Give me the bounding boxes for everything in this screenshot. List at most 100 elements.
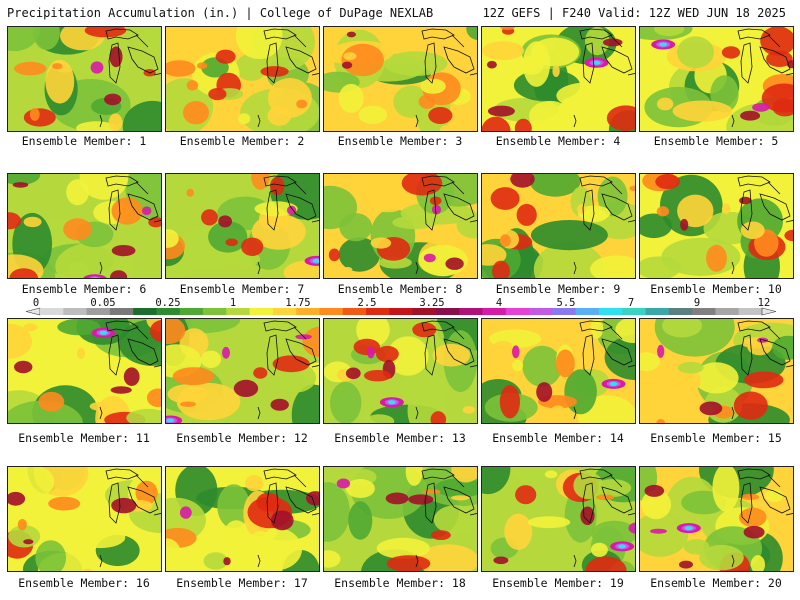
precip-field-map	[640, 174, 793, 278]
member-caption: Ensemble Member: 19	[492, 576, 624, 590]
member-caption: Ensemble Member: 14	[492, 431, 624, 445]
ensemble-map-panel	[165, 173, 320, 279]
member-caption: Ensemble Member: 7	[179, 282, 305, 296]
colorbar-swatch	[645, 308, 670, 315]
member-caption: Ensemble Member: 8	[337, 282, 463, 296]
colorbar-tick-label: 2.5	[358, 297, 377, 309]
colorbar-swatch	[296, 308, 320, 315]
member-caption: Ensemble Member: 2	[179, 134, 305, 148]
ensemble-map-panel	[165, 466, 320, 572]
colorbar-swatch	[203, 308, 227, 315]
colorbar-swatch	[156, 308, 181, 315]
ensemble-map-panel	[481, 318, 636, 424]
ensemble-map-panel	[639, 466, 794, 572]
colorbar-tick-label: 1.75	[285, 297, 310, 309]
colorbar-swatch	[389, 308, 414, 315]
member-caption: Ensemble Member: 17	[176, 576, 308, 590]
colorbar-swatch	[342, 308, 367, 315]
precip-field-map	[640, 27, 793, 131]
colorbar-tick-label: 1	[230, 297, 236, 309]
colorbar-swatch	[598, 308, 623, 315]
precip-field-map	[8, 319, 161, 423]
colorbar-swatch	[505, 308, 530, 315]
colorbar-swatch	[366, 308, 390, 315]
ensemble-map-panel	[7, 26, 162, 132]
colorbar-tick-label: 7	[628, 297, 634, 309]
precip-field-map	[324, 174, 477, 278]
ensemble-map-panel	[323, 318, 478, 424]
member-caption: Ensemble Member: 10	[650, 282, 782, 296]
precip-field-map	[8, 467, 161, 571]
colorbar-swatch	[575, 308, 600, 315]
precip-field-map	[8, 174, 161, 278]
colorbar-swatch	[109, 308, 134, 315]
precip-field-map	[324, 467, 477, 571]
ensemble-map-panel	[165, 318, 320, 424]
colorbar-tick-label: 0	[33, 297, 39, 309]
member-caption: Ensemble Member: 15	[650, 431, 782, 445]
ensemble-map-panel	[323, 26, 478, 132]
colorbar-min-arrow	[25, 307, 41, 316]
precip-field-map	[8, 27, 161, 131]
colorbar-swatch	[622, 308, 646, 315]
colorbar-tick-label: 3.25	[419, 297, 444, 309]
ensemble-map-panel	[7, 466, 162, 572]
ensemble-map-panel	[323, 466, 478, 572]
colorbar-swatch	[63, 308, 87, 315]
precip-field-map	[640, 467, 793, 571]
ensemble-map-panel	[7, 318, 162, 424]
colorbar-tick-label: 0.05	[90, 297, 115, 309]
colorbar-tick-label: 9	[694, 297, 700, 309]
colorbar-swatch	[179, 308, 204, 315]
member-caption: Ensemble Member: 11	[18, 431, 150, 445]
colorbar-swatch	[552, 308, 577, 315]
colorbar-tick-label: 12	[758, 297, 771, 309]
colorbar-swatch	[133, 308, 157, 315]
member-caption: Ensemble Member: 6	[21, 282, 147, 296]
precip-field-map	[166, 174, 319, 278]
member-caption: Ensemble Member: 20	[650, 576, 782, 590]
colorbar-max-arrow	[761, 307, 777, 316]
ensemble-map-panel	[481, 173, 636, 279]
run-valid-time: 12Z GEFS | F240 Valid: 12Z WED JUN 18 20…	[482, 6, 786, 20]
precip-field-map	[166, 27, 319, 131]
precip-field-map	[482, 467, 635, 571]
ensemble-map-panel	[165, 26, 320, 132]
colorbar-swatch	[529, 308, 553, 315]
colorbar-swatch	[459, 308, 483, 315]
member-caption: Ensemble Member: 9	[495, 282, 621, 296]
precip-field-map	[482, 27, 635, 131]
member-caption: Ensemble Member: 4	[495, 134, 621, 148]
member-caption: Ensemble Member: 12	[176, 431, 308, 445]
ensemble-map-panel	[481, 26, 636, 132]
ensemble-map-panel	[639, 318, 794, 424]
colorbar-swatch	[692, 308, 716, 315]
colorbar-tick-label: 4	[496, 297, 502, 309]
colorbar-tick-label: 5.5	[557, 297, 576, 309]
colorbar-swatch	[272, 308, 297, 315]
colorbar-swatch	[86, 308, 111, 315]
ensemble-map-panel	[639, 173, 794, 279]
ensemble-map-panel	[323, 173, 478, 279]
member-caption: Ensemble Member: 5	[653, 134, 779, 148]
ensemble-map-panel	[481, 466, 636, 572]
member-caption: Ensemble Member: 16	[18, 576, 150, 590]
colorbar-legend: 0 0.05 0.25 1 1.75 2.5 3.25 4 5.5 7 9 12	[25, 297, 777, 316]
colorbar-swatch	[249, 308, 274, 315]
ensemble-map-panel	[639, 26, 794, 132]
colorbar-swatch	[482, 308, 507, 315]
precip-field-map	[166, 467, 319, 571]
colorbar-swatch	[412, 308, 437, 315]
colorbar-swatch	[40, 308, 64, 315]
precip-field-map	[640, 319, 793, 423]
member-caption: Ensemble Member: 1	[21, 134, 147, 148]
colorbar-swatch	[668, 308, 693, 315]
precip-field-map	[324, 319, 477, 423]
member-caption: Ensemble Member: 18	[334, 576, 466, 590]
member-caption: Ensemble Member: 13	[334, 431, 466, 445]
ensemble-map-panel	[7, 173, 162, 279]
colorbar-swatch	[226, 308, 251, 315]
member-caption: Ensemble Member: 3	[337, 134, 463, 148]
precip-field-map	[324, 27, 477, 131]
precip-field-map	[482, 319, 635, 423]
